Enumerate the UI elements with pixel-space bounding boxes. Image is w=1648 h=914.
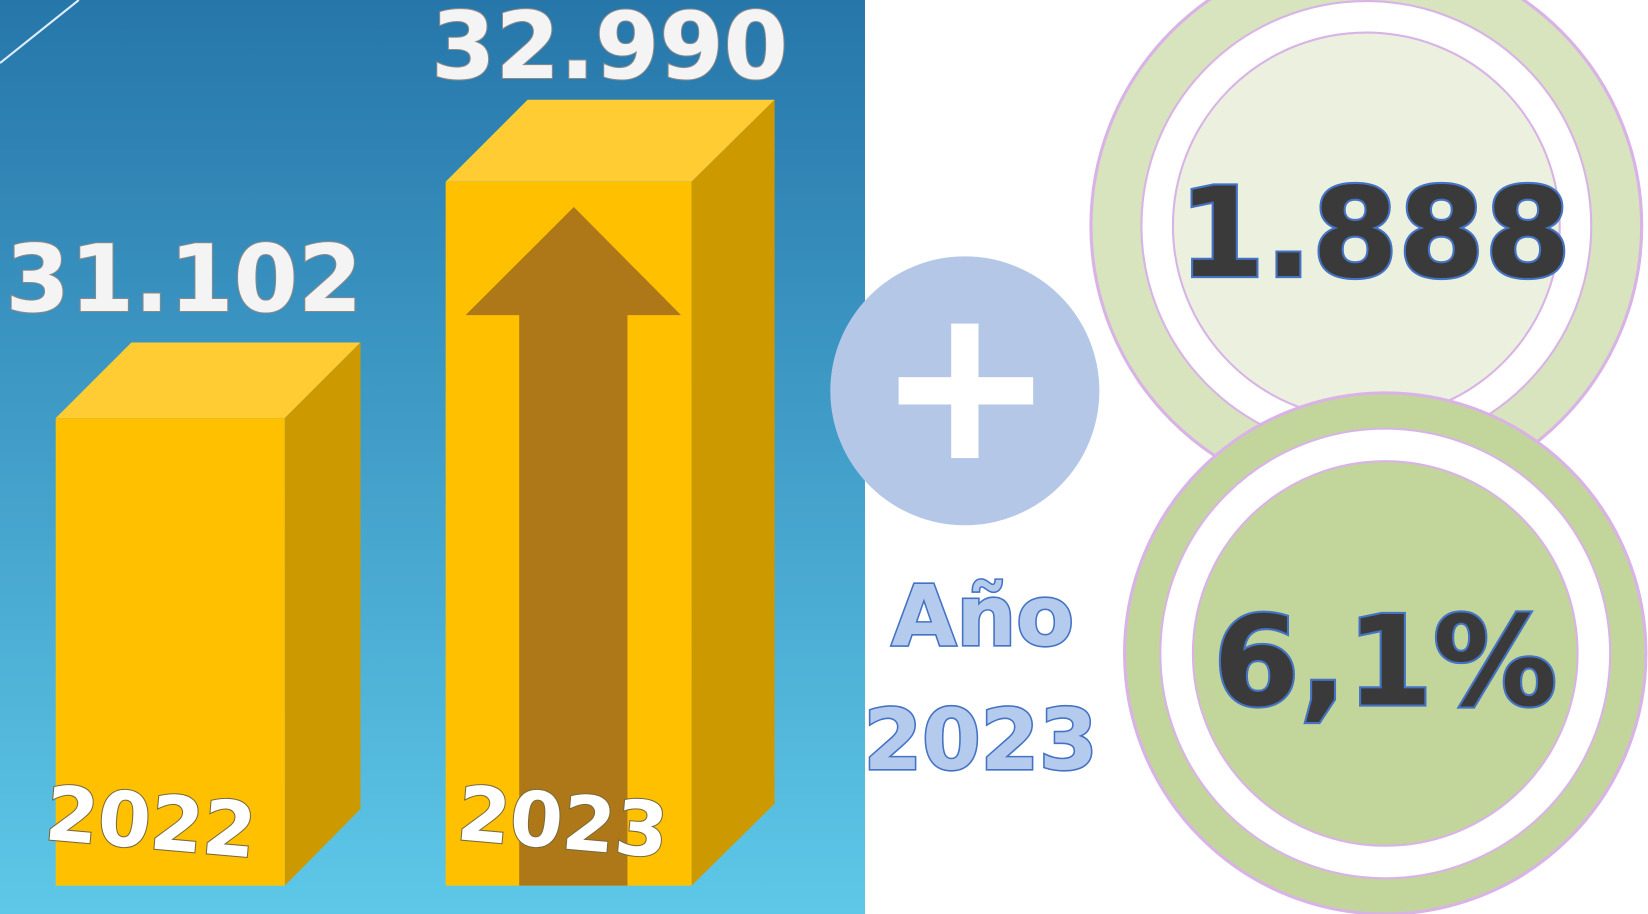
bar-2023 <box>445 99 775 886</box>
bar-2022 <box>55 342 361 886</box>
arrow-shaft <box>519 313 628 886</box>
amount-badge: 1.888 <box>1089 0 1644 503</box>
decor-line <box>0 0 80 64</box>
value-label: 31.102 <box>5 225 362 333</box>
bar-top <box>445 99 775 182</box>
plus-sign <box>898 377 1034 405</box>
amount: 1.888 <box>1179 162 1571 306</box>
bar-front <box>55 418 285 886</box>
inner-circle <box>1191 460 1579 847</box>
year-label: 2022 <box>42 769 259 875</box>
year-caption: Año <box>891 567 1074 665</box>
year-label: 2023 <box>454 769 671 875</box>
arrow-head <box>465 206 682 316</box>
percent: 6,1% <box>1213 590 1557 734</box>
year-caption: 2023 <box>864 691 1098 789</box>
percent-badge: 6,1% <box>1123 391 1648 914</box>
bar-side <box>691 99 775 886</box>
bar-side <box>284 342 361 886</box>
value-label: 32.990 <box>431 0 788 100</box>
bar-top <box>55 342 361 419</box>
